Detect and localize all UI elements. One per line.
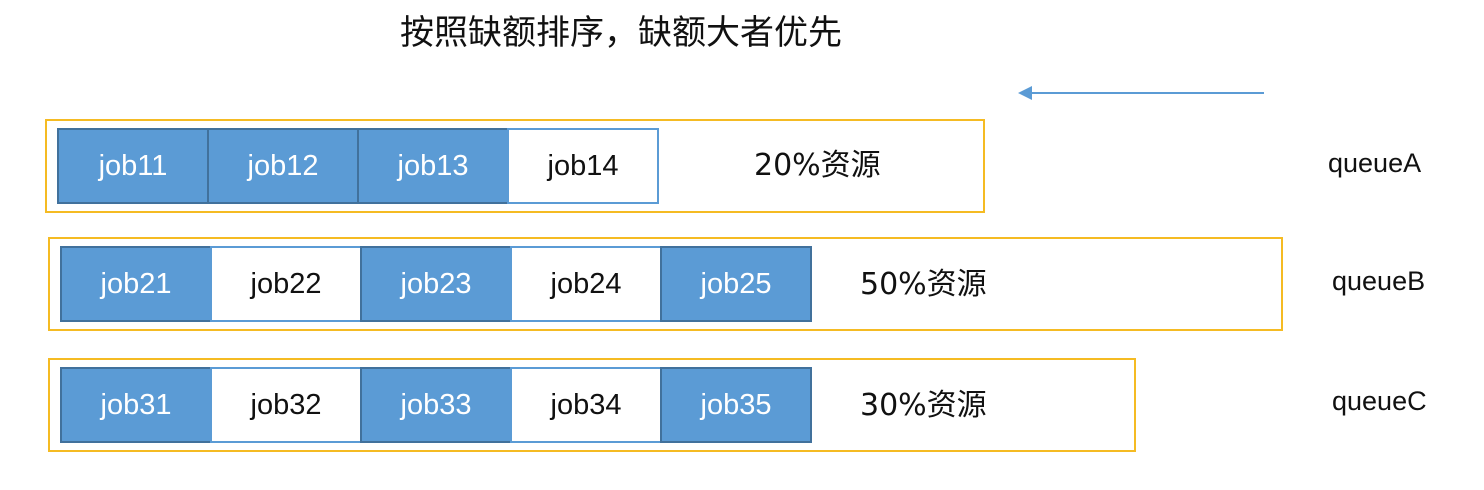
queue-c-label: queueC: [1332, 386, 1427, 416]
job-block: job31: [60, 367, 212, 443]
job-block: job13: [357, 128, 509, 204]
job-block: job34: [510, 367, 662, 443]
diagram-title: 按照缺额排序，缺额大者优先: [400, 13, 842, 53]
queue-a-box: [45, 119, 985, 213]
job-block: job22: [210, 246, 362, 322]
queue-c-resource: 30%资源: [860, 388, 987, 423]
queue-c-box: [48, 358, 1136, 452]
job-block: job32: [210, 367, 362, 443]
left-arrow-icon: [1018, 86, 1264, 100]
queue-b-resource: 50%资源: [860, 267, 987, 302]
queue-b-label: queueB: [1332, 266, 1426, 296]
queue-a-jobs: job11 job12 job13 job14: [57, 128, 659, 204]
job-block: job14: [507, 128, 659, 204]
job-block: job23: [360, 246, 512, 322]
job-block: job12: [207, 128, 359, 204]
job-block: job21: [60, 246, 212, 322]
job-block: job33: [360, 367, 512, 443]
queue-a-label: queueA: [1328, 148, 1422, 178]
queue-b-box: [48, 237, 1283, 331]
queue-b-jobs: job21 job22 job23 job24 job25: [60, 246, 812, 322]
job-block: job35: [660, 367, 812, 443]
queue-c-jobs: job31 job32 job33 job34 job35: [60, 367, 812, 443]
job-block: job25: [660, 246, 812, 322]
job-block: job11: [57, 128, 209, 204]
queue-a-resource: 20%资源: [754, 148, 881, 183]
job-block: job24: [510, 246, 662, 322]
